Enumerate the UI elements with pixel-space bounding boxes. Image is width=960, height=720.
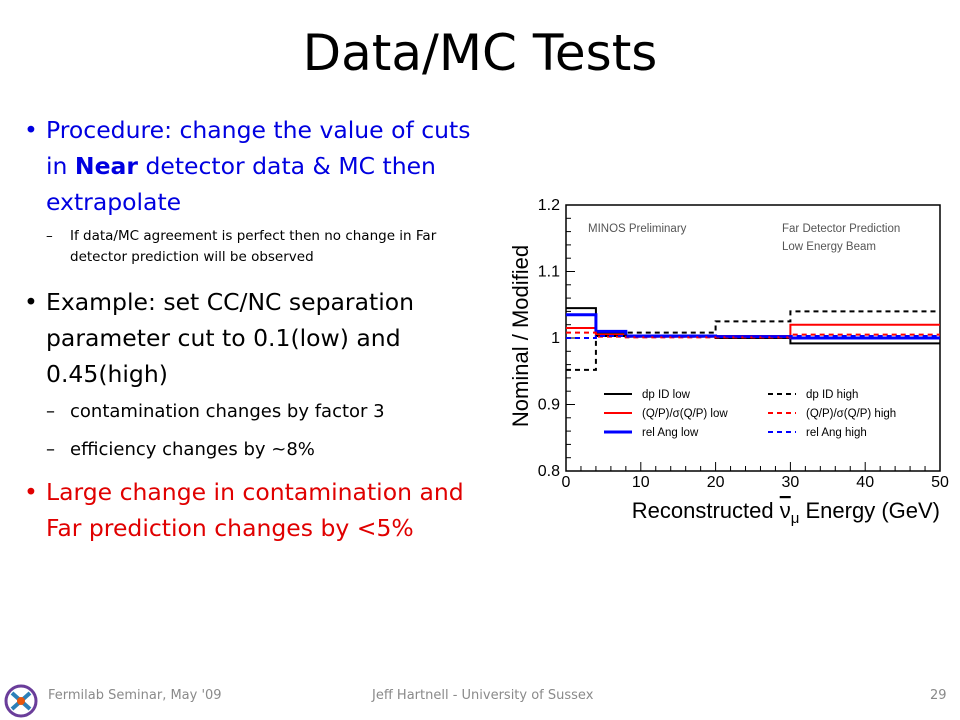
ratio-chart: dp ID low (Q/P)/σ(Q/P) low rel Ang low dp I… xyxy=(508,197,949,527)
legend-label: dp ID low xyxy=(642,389,691,401)
bullet-dot: • xyxy=(24,288,38,316)
tick-labels: 0 10 20 30 40 50 0.8 0.9 1 1.1 1.2 xyxy=(538,197,949,491)
legend: dp ID low (Q/P)/σ(Q/P) low rel Ang low dp I… xyxy=(604,389,896,439)
efficiency-text: efficiency changes by ~8% xyxy=(70,439,315,460)
procedure-text-start: Procedure: change the value of cuts in xyxy=(46,116,471,180)
y-tick-label: 1.2 xyxy=(538,197,560,214)
sub-bullet-procedure: – If data/MC agreement is perfect then n… xyxy=(18,226,483,268)
example-text: Example: set CC/NC separation parameter … xyxy=(46,288,415,388)
x-tick-label: 10 xyxy=(632,474,650,491)
legend-label: rel Ang high xyxy=(806,427,867,439)
procedure-text-bold: Near xyxy=(74,152,138,180)
slide-title: Data/MC Tests xyxy=(302,24,658,82)
sub-bullet-dash: – xyxy=(46,228,53,244)
x-tick-label: 0 xyxy=(562,474,571,491)
y-tick-label: 1 xyxy=(551,330,560,347)
x-axis-label-start: Reconstructed xyxy=(632,498,780,523)
legend-label: rel Ang low xyxy=(642,427,699,439)
y-tick-label: 1.1 xyxy=(538,264,560,281)
fermilab-logo-icon xyxy=(4,684,38,718)
x-axis-label-nu: ν xyxy=(780,498,791,523)
x-axis-label-end: Energy (GeV) xyxy=(799,498,940,523)
bullet-example: • Example: set CC/NC separation paramete… xyxy=(18,284,483,392)
bullet-dot: • xyxy=(24,116,38,144)
procedure-subtext: If data/MC agreement is perfect then no … xyxy=(70,228,437,265)
footer-page-number: 29 xyxy=(930,688,947,703)
y-tick-label: 0.9 xyxy=(538,397,560,414)
sub-bullet-efficiency: – efficiency changes by ~8% xyxy=(18,432,483,468)
series-line xyxy=(566,310,940,371)
y-tick-label: 0.8 xyxy=(538,463,560,480)
x-axis-label-mu: μ xyxy=(791,510,800,527)
x-axis-label: Reconstructed νμ Energy (GeV) xyxy=(632,498,940,527)
bullet-procedure: • Procedure: change the value of cuts in… xyxy=(18,112,483,220)
y-axis-label: Nominal / Modified xyxy=(508,245,533,427)
sub-bullet-dash: – xyxy=(46,401,55,422)
annotation-beam: Low Energy Beam xyxy=(782,241,876,253)
annotation-preliminary: MINOS Preliminary xyxy=(588,223,687,235)
legend-label: (Q/P)/σ(Q/P) high xyxy=(806,408,896,420)
series-line xyxy=(566,335,940,339)
x-tick-label: 30 xyxy=(782,474,800,491)
legend-label: (Q/P)/σ(Q/P) low xyxy=(642,408,728,420)
contamination-text: contamination changes by factor 3 xyxy=(70,401,385,422)
footer-author: Jeff Hartnell - University of Sussex xyxy=(372,688,594,703)
bullet-conclusion: • Large change in contamination and Far … xyxy=(18,474,483,546)
footer-event: Fermilab Seminar, May '09 xyxy=(48,688,222,703)
x-tick-label: 40 xyxy=(856,474,874,491)
axis-ticks xyxy=(565,204,941,472)
series-line xyxy=(566,331,940,339)
x-tick-label: 20 xyxy=(707,474,725,491)
sub-bullet-dash: – xyxy=(46,439,55,460)
series-lines xyxy=(566,307,940,371)
legend-label: dp ID high xyxy=(806,389,858,401)
bullet-list: • Procedure: change the value of cuts in… xyxy=(18,112,483,546)
annotation-far-prediction: Far Detector Prediction xyxy=(782,223,900,235)
procedure-text-end: detector data & MC then extrapolate xyxy=(46,152,436,216)
conclusion-text: Large change in contamination and Far pr… xyxy=(46,478,464,542)
bullet-dot: • xyxy=(24,478,38,506)
sub-bullet-contamination: – contamination changes by factor 3 xyxy=(18,394,483,430)
x-tick-label: 50 xyxy=(931,474,949,491)
